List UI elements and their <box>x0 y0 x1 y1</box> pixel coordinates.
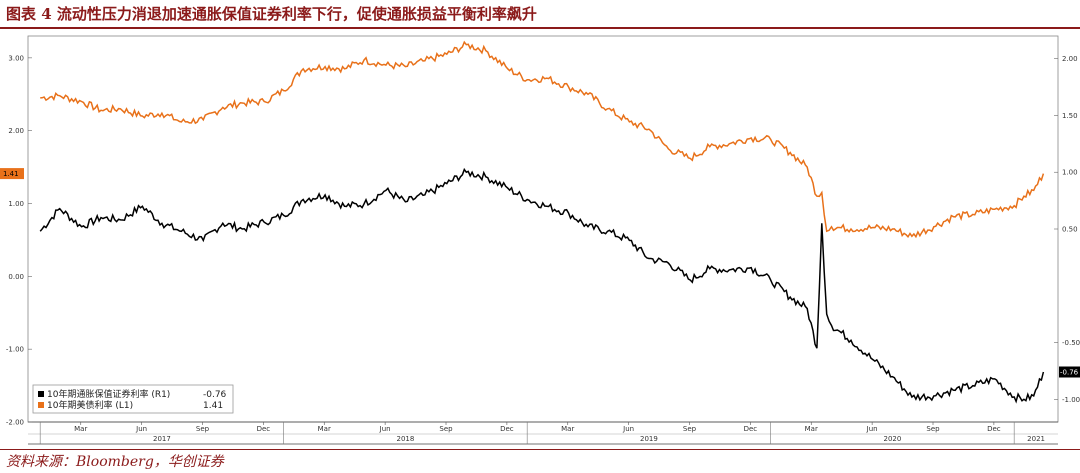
series-line-10y-treasury <box>40 40 1045 239</box>
right-tick-label: 1.50 <box>1062 112 1078 120</box>
series-line-10y-tips <box>39 167 1045 404</box>
month-tick-label: Dec <box>257 425 271 433</box>
month-tick-label: Sep <box>196 425 210 433</box>
month-tick-label: Mar <box>805 425 818 433</box>
month-tick-label: Sep <box>439 425 453 433</box>
legend-value-tips: -0.76 <box>203 390 227 400</box>
month-tick-label: Mar <box>74 425 87 433</box>
left-last-value-label: 1.41 <box>3 170 19 178</box>
x-axis-years: 2017 2018 2019 2020 2021 <box>39 422 1045 444</box>
year-label: 2019 <box>640 435 658 443</box>
right-last-value-label: -0.76 <box>1060 369 1079 377</box>
left-tick-label: -2.00 <box>6 419 24 427</box>
month-tick-label: Mar <box>318 425 331 433</box>
month-tick-label: Mar <box>561 425 574 433</box>
month-tick-label: Dec <box>987 425 1001 433</box>
month-tick-label: Sep <box>683 425 697 433</box>
right-axis: 2.00 1.50 1.00 0.50 -0.50 -1.00 <box>1054 55 1080 404</box>
year-label: 2017 <box>153 435 171 443</box>
left-tick-label: 1.00 <box>8 200 24 208</box>
legend: 10年期通胀保值证券利率 (R1) -0.76 10年期美债利率 (L1) 1.… <box>32 384 234 414</box>
legend-label-tips: 10年期通胀保值证券利率 (R1) <box>47 388 170 400</box>
left-axis: 3.00 2.00 1.00 0.00 -1.00 -2.00 <box>6 54 32 427</box>
legend-value-treasury: 1.41 <box>203 401 223 411</box>
month-tick-label: Dec <box>744 425 758 433</box>
year-label: 2021 <box>1027 435 1045 443</box>
figure-title: 图表 4 流动性压力消退加速通胀保值证券利率下行，促使通胀损益平衡利率飙升 <box>6 5 537 23</box>
month-tick-label: Sep <box>926 425 940 433</box>
left-tick-label: 2.00 <box>8 127 24 135</box>
right-last-value-badge: -0.76 <box>1059 366 1080 378</box>
plot-area <box>27 35 1059 423</box>
legend-swatch-tips <box>38 391 44 397</box>
left-last-value-badge: 1.41 <box>0 168 24 180</box>
left-tick-label: 0.00 <box>8 273 24 281</box>
right-tick-label: 1.00 <box>1062 169 1078 177</box>
x-axis-months: Mar Jun Sep Dec Mar Jun Sep Dec Mar Jun Sep Dec Mar J… <box>74 422 1001 433</box>
year-label: 2018 <box>397 435 415 443</box>
right-tick-label: 0.50 <box>1062 226 1078 234</box>
left-tick-label: -1.00 <box>6 346 24 354</box>
month-tick-label: Dec <box>500 425 514 433</box>
month-tick-label: Jun <box>135 425 147 433</box>
month-tick-label: Jun <box>622 425 634 433</box>
source-note: 资料来源：Bloomberg，华创证券 <box>6 454 224 470</box>
legend-label-treasury: 10年期美债利率 (L1) <box>47 399 133 411</box>
right-tick-label: 2.00 <box>1062 55 1078 63</box>
left-tick-label: 3.00 <box>8 54 24 62</box>
legend-swatch-treasury <box>38 402 44 408</box>
source-rule <box>0 449 1080 450</box>
month-tick-label: Jun <box>379 425 391 433</box>
year-label: 2020 <box>884 435 902 443</box>
month-tick-label: Jun <box>866 425 878 433</box>
right-tick-label: -1.00 <box>1062 396 1080 404</box>
right-tick-label: -0.50 <box>1062 339 1080 347</box>
title-rule <box>0 27 1080 29</box>
